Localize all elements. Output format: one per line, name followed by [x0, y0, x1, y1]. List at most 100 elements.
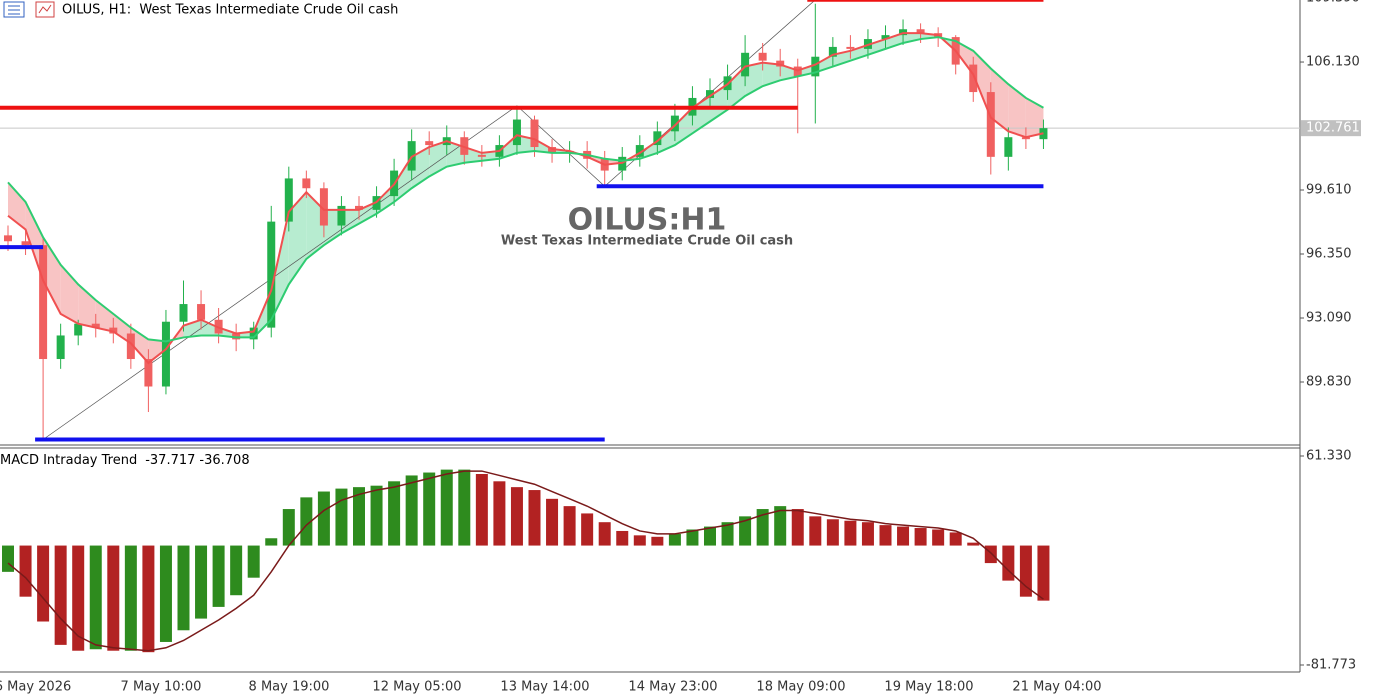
x-tick-label: 18 May 09:00: [756, 680, 845, 695]
ma-cloud: [130, 327, 149, 363]
macd-bar: [195, 545, 208, 619]
candle-body: [284, 178, 293, 222]
candle-body: [969, 64, 978, 93]
macd-bar: [89, 545, 102, 650]
candle-body: [758, 52, 767, 61]
macd-bar: [528, 490, 541, 546]
y-tick-label: 99.610: [1306, 183, 1352, 198]
macd-bar: [686, 529, 699, 546]
macd-bar: [704, 526, 716, 546]
macd-label: MACD Intraday Trend -37.717 -36.708: [0, 453, 250, 468]
macd-bar: [668, 533, 681, 546]
candle-body: [267, 221, 276, 328]
macd-bar: [633, 535, 646, 546]
y-tick-label: 61.330: [1306, 448, 1352, 463]
watermark-subtitle: West Texas Intermediate Crude Oil cash: [501, 234, 793, 249]
macd-bar: [458, 469, 471, 546]
candle-body: [512, 119, 521, 146]
ma-cloud: [78, 284, 96, 328]
current-price-box: [1301, 120, 1361, 137]
ma-cloud: [411, 147, 430, 189]
signal-value: -36.708: [199, 453, 249, 468]
candle-body: [319, 188, 328, 226]
macd-bar: [142, 545, 155, 653]
ma-cloud: [43, 237, 61, 314]
macd-bar: [563, 506, 576, 546]
ma-cloud: [903, 33, 921, 43]
macd-panel: [2, 469, 1050, 653]
ma-cloud: [201, 319, 219, 336]
icon-line: [38, 4, 52, 14]
candle-body: [337, 205, 346, 226]
macd-bar: [826, 519, 839, 546]
macd-bar: [510, 487, 523, 546]
ma-cloud: [446, 141, 465, 167]
macd-bar: [388, 481, 401, 546]
macd-bar: [107, 545, 120, 651]
ma-cloud: [867, 39, 886, 55]
ma-cloud: [990, 68, 1009, 132]
macd-bar: [598, 522, 611, 546]
macd-bar: [247, 545, 260, 578]
macd-bar: [37, 545, 50, 622]
moving-average: [7, 36, 1044, 343]
macd-bar: [300, 497, 313, 546]
ma-cloud: [341, 209, 359, 234]
current-price-label: 102.761: [1306, 121, 1360, 136]
x-tick-label: 21 May 04:00: [1012, 680, 1101, 695]
macd-bar: [739, 516, 752, 546]
macd-bar: [774, 506, 787, 546]
candle-body: [670, 115, 679, 132]
x-tick-label: 8 May 19:00: [249, 680, 330, 695]
x-tick-label: 6 May 2026: [0, 680, 71, 695]
ma-cloud: [516, 135, 535, 153]
ma-cloud: [376, 184, 395, 214]
macd-bar: [493, 481, 506, 546]
macd-bar: [932, 529, 945, 546]
candle-body: [706, 90, 714, 98]
macd-bar: [967, 542, 980, 546]
macd-bar: [212, 545, 225, 607]
candle-body: [302, 178, 311, 189]
macd-bar: [1037, 545, 1050, 601]
macd-bar: [809, 516, 822, 546]
candle-body: [846, 46, 855, 49]
ma-cloud: [288, 192, 307, 285]
macd-bar: [19, 545, 32, 597]
signal-line: [7, 470, 1044, 652]
macd-bar: [282, 509, 295, 546]
macd-bar: [844, 520, 857, 546]
macd-bar: [335, 488, 348, 546]
macd-value: -37.717: [145, 453, 195, 468]
macd-bar: [949, 532, 962, 546]
candle-body: [635, 145, 644, 157]
macd-bar: [581, 513, 594, 546]
candle-body: [144, 359, 153, 387]
macd-bar: [159, 545, 172, 642]
menu-icon[interactable]: [3, 1, 25, 18]
candle-body: [179, 304, 188, 322]
ma-cloud: [113, 313, 131, 344]
candle-body: [91, 323, 100, 328]
macd-bar: [177, 545, 190, 631]
candle-body: [986, 92, 995, 157]
y-tick-label: 93.090: [1306, 310, 1352, 325]
macd-bar: [317, 491, 330, 546]
x-tick-label: 19 May 18:00: [884, 680, 973, 695]
candle-body: [828, 46, 837, 57]
macd-name: MACD Intraday Trend: [0, 453, 137, 468]
macd-bar: [879, 525, 892, 546]
ma-cloud: [95, 300, 114, 332]
y-tick-label: 96.350: [1306, 247, 1352, 262]
ma-cloud: [973, 50, 991, 118]
candle-body: [197, 304, 206, 320]
candle-body: [161, 321, 170, 387]
chart-icon[interactable]: [35, 1, 55, 18]
macd-bar: [440, 469, 453, 546]
macd-bar: [791, 509, 804, 546]
candle-body: [21, 241, 30, 246]
candle-body: [39, 245, 48, 360]
ma-cloud: [1025, 97, 1044, 138]
candle-body: [881, 35, 890, 40]
